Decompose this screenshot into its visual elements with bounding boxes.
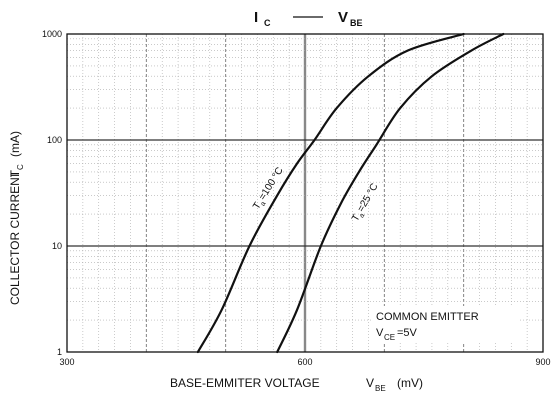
series-layer	[196, 32, 505, 354]
label-ta-100-sub: a	[259, 200, 267, 207]
series-line-ta-25	[276, 32, 505, 354]
title-vbe: V	[338, 9, 348, 26]
grid	[67, 34, 543, 352]
chart-title: I C V BE	[254, 9, 363, 28]
y-axis-symbol-sub: C	[16, 164, 25, 170]
label-ta-100-main: T	[251, 201, 264, 212]
y-tick-label: 1	[57, 347, 62, 357]
x-axis-symbol: V	[366, 376, 374, 390]
series-line-ta-100	[196, 32, 465, 354]
label-ta-25-rest: =25 °C	[356, 182, 381, 214]
x-axis-unit: (mV)	[397, 376, 423, 390]
note-vce-symbol: V	[376, 327, 384, 339]
x-tick-label: 600	[297, 357, 312, 367]
label-ta-100-rest: =100 °C	[257, 165, 286, 202]
note-vce-sub: CE	[384, 333, 395, 342]
label-ta-25: T a =25 °C	[350, 182, 381, 224]
x-axis-symbol-sub: BE	[375, 384, 386, 393]
y-tick-label: 100	[47, 135, 62, 145]
title-vbe-sub: BE	[350, 18, 363, 28]
common-emitter-note: COMMON EMITTER V CE =5V	[372, 306, 520, 342]
y-axis-title: COLLECTOR CURRENT I C (mA)	[8, 131, 25, 305]
y-axis-label: COLLECTOR CURRENT	[8, 169, 22, 305]
label-ta-25-sub: a	[358, 212, 366, 219]
note-line1: COMMON EMITTER	[376, 311, 479, 323]
plot-frame	[66, 33, 544, 353]
title-ic: I	[254, 9, 258, 26]
y-tick-label: 1000	[42, 29, 62, 39]
y-tick-label: 10	[52, 241, 62, 251]
y-axis-symbol: I	[8, 174, 22, 177]
note-vce-value: =5V	[397, 327, 418, 339]
y-axis-unit: (mA)	[8, 131, 22, 157]
x-tick-label: 900	[535, 357, 550, 367]
tick-labels: 1 10 100 1000 300 600 900	[42, 29, 551, 367]
note-background	[372, 306, 520, 342]
x-tick-label: 300	[59, 357, 74, 367]
title-ic-sub: C	[264, 18, 271, 28]
x-axis-title: BASE-EMMITER VOLTAGE V BE (mV)	[170, 376, 423, 393]
x-axis-label: BASE-EMMITER VOLTAGE	[170, 376, 320, 390]
label-ta-25-main: T	[350, 213, 363, 224]
